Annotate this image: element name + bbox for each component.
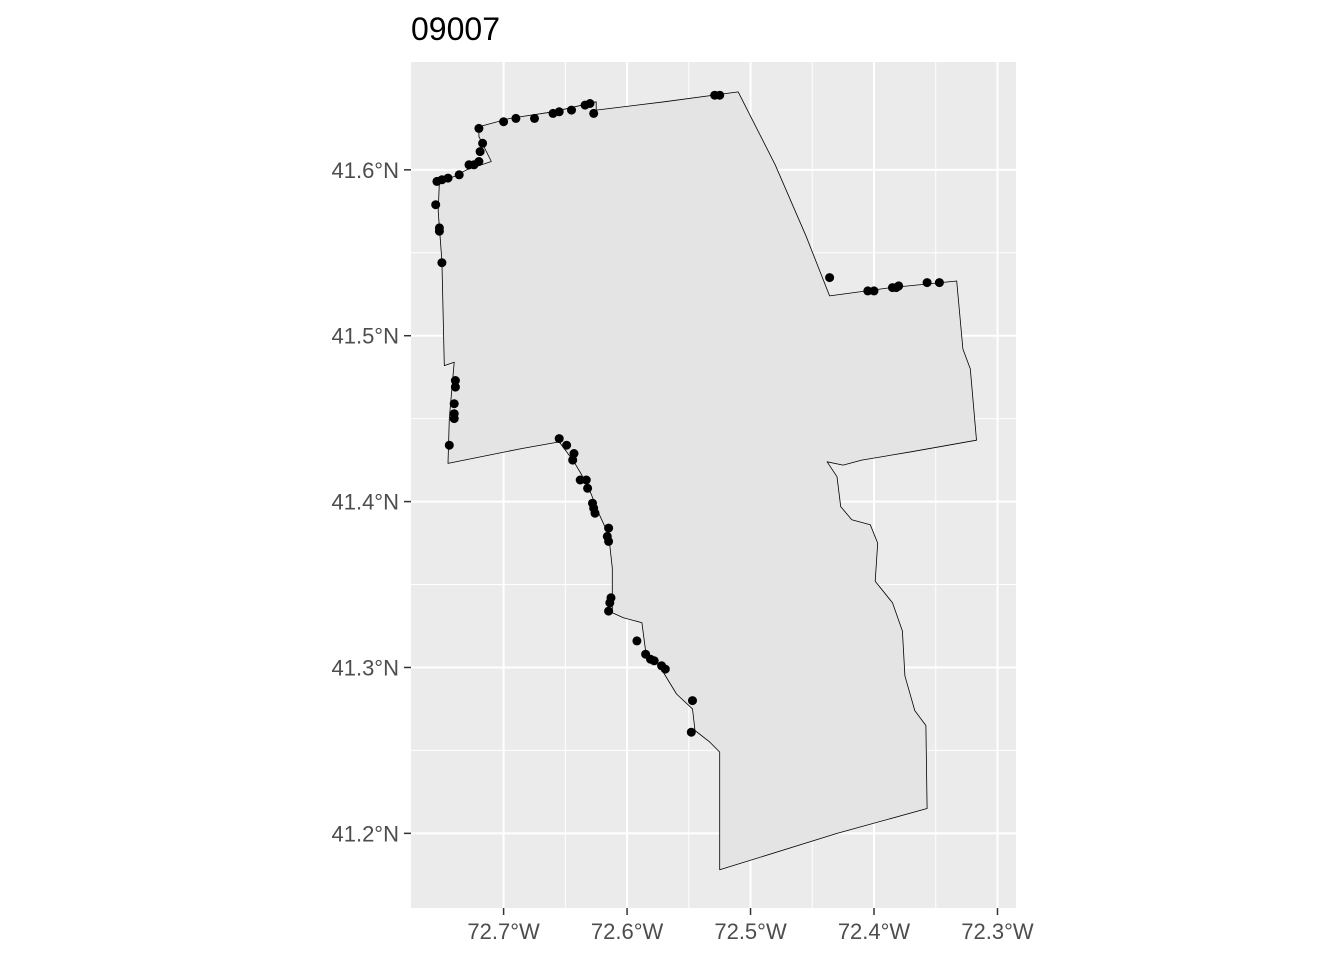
data-point	[604, 523, 614, 533]
data-point	[605, 598, 615, 608]
data-point	[444, 440, 454, 450]
data-point	[869, 286, 879, 296]
data-point	[649, 656, 659, 666]
data-point	[454, 170, 464, 180]
data-point	[825, 273, 835, 283]
data-point	[688, 696, 697, 706]
x-tick-label: 72.7°W	[467, 919, 540, 944]
data-point	[499, 117, 509, 127]
data-point	[660, 664, 670, 674]
x-tick-label: 72.3°W	[961, 919, 1034, 944]
data-point	[604, 606, 614, 616]
data-point	[590, 508, 600, 518]
data-point	[567, 105, 576, 115]
data-point	[715, 90, 725, 100]
data-point	[589, 108, 599, 118]
x-tick-label: 72.6°W	[591, 919, 664, 944]
data-point	[562, 440, 572, 450]
data-point	[431, 200, 441, 210]
y-tick-label: 41.2°N	[331, 821, 399, 846]
y-tick-label: 41.3°N	[331, 655, 399, 680]
data-point	[922, 278, 932, 288]
data-point	[580, 100, 590, 110]
data-point	[686, 727, 696, 737]
data-point	[632, 636, 642, 646]
data-point	[475, 147, 485, 157]
data-point	[604, 536, 614, 546]
data-point	[478, 138, 488, 148]
y-tick-label: 41.5°N	[331, 324, 399, 349]
data-point	[583, 483, 593, 493]
data-point	[449, 414, 459, 424]
x-tick-label: 72.4°W	[838, 919, 911, 944]
data-point	[434, 226, 444, 236]
chart-title: 09007	[411, 11, 500, 47]
axes: 72.7°W 72.6°W 72.5°W 72.4°W 72.3°W 41.2°N 41.3…	[331, 158, 1033, 944]
data-point	[432, 176, 442, 186]
data-point	[450, 382, 460, 392]
data-point	[449, 399, 459, 409]
data-point	[530, 113, 539, 123]
data-point	[568, 455, 578, 465]
data-point	[511, 113, 521, 123]
data-point	[934, 278, 944, 288]
data-point	[581, 475, 591, 485]
data-point	[450, 376, 460, 385]
y-tick-label: 41.6°N	[331, 158, 399, 183]
y-tick-label: 41.4°N	[331, 490, 399, 515]
data-point	[894, 281, 904, 291]
x-tick-label: 72.5°W	[714, 919, 787, 944]
data-point	[437, 258, 447, 268]
data-point	[464, 160, 474, 170]
data-point	[548, 108, 558, 118]
data-point	[474, 123, 484, 133]
data-point	[863, 286, 873, 296]
data-point	[554, 434, 564, 444]
points-layer	[431, 90, 944, 737]
